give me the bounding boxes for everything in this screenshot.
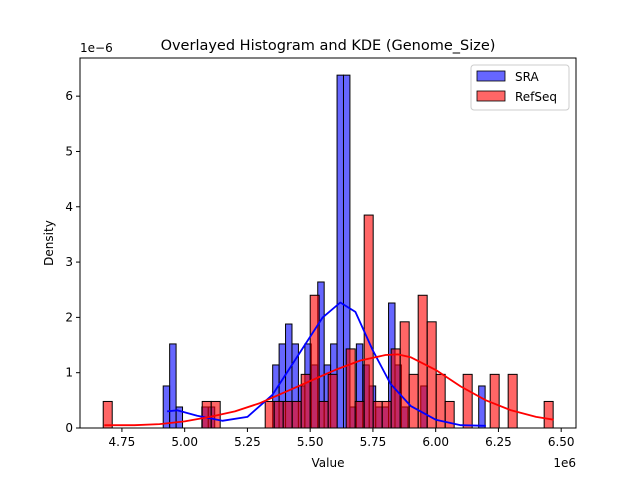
x-tick-label: 5.25 xyxy=(234,435,261,449)
kde-line-sra xyxy=(167,301,486,427)
bar-refseq-27 xyxy=(345,348,356,429)
bar-refseq-33 xyxy=(399,321,410,429)
legend-label-refseq: RefSeq xyxy=(515,90,557,104)
x-tick-label: 6.25 xyxy=(485,435,512,449)
bar-refseq-19 xyxy=(273,400,284,429)
bar-sra-1 xyxy=(169,343,177,429)
y-tick-label: 0 xyxy=(65,421,73,435)
bar-refseq-25 xyxy=(327,373,338,429)
bar-refseq-31 xyxy=(381,400,392,429)
y-axis-label: Density xyxy=(42,220,56,266)
x-tick-label: 5.00 xyxy=(171,435,198,449)
bar-refseq-0 xyxy=(102,400,113,429)
bar-refseq-40 xyxy=(462,373,473,429)
x-tick-label: 6.50 xyxy=(548,435,575,449)
y-tick-label: 6 xyxy=(65,89,73,103)
legend-label-sra: SRA xyxy=(515,70,539,84)
bar-refseq-21 xyxy=(291,400,302,429)
bar-refseq-18 xyxy=(264,400,275,429)
bar-refseq-28 xyxy=(354,400,365,429)
bar-sra-0 xyxy=(162,385,171,429)
bar-refseq-34 xyxy=(408,373,419,429)
chart-title: Overlayed Histogram and KDE (Genome_Size… xyxy=(161,38,496,54)
bar-sra-27 xyxy=(336,74,344,429)
x-offset-label: 1e6 xyxy=(553,456,576,470)
y-tick-label: 1 xyxy=(65,366,73,380)
y-tick-label: 4 xyxy=(65,200,73,214)
x-tick-label: 5.50 xyxy=(297,435,324,449)
legend: SRA RefSeq xyxy=(470,64,570,111)
x-tick-label: 5.75 xyxy=(360,435,387,449)
bar-sra-49 xyxy=(478,385,486,429)
y-tick-label: 2 xyxy=(65,310,73,324)
bar-refseq-30 xyxy=(372,400,383,429)
bar-refseq-23 xyxy=(309,294,320,429)
bar-refseq-49 xyxy=(543,400,554,429)
y-tick-label: 5 xyxy=(65,144,73,158)
legend-swatch-refseq xyxy=(476,90,506,102)
bar-refseq-43 xyxy=(489,373,500,429)
legend-swatch-sra xyxy=(476,70,506,82)
bar-refseq-24 xyxy=(318,400,329,429)
bar-refseq-29 xyxy=(363,214,374,429)
plot-frame xyxy=(79,57,577,429)
bar-refseq-11 xyxy=(201,400,212,429)
bar-refseq-20 xyxy=(282,400,293,429)
kde-line-refseq xyxy=(104,353,554,427)
x-axis-label: Value xyxy=(312,456,345,470)
bar-refseq-45 xyxy=(507,373,518,429)
x-tick-label: 4.75 xyxy=(109,435,136,449)
y-tick-label: 3 xyxy=(65,255,73,269)
x-tick-label: 6.00 xyxy=(422,435,449,449)
y-offset-label: 1e−6 xyxy=(80,41,113,55)
bar-refseq-36 xyxy=(426,321,437,429)
